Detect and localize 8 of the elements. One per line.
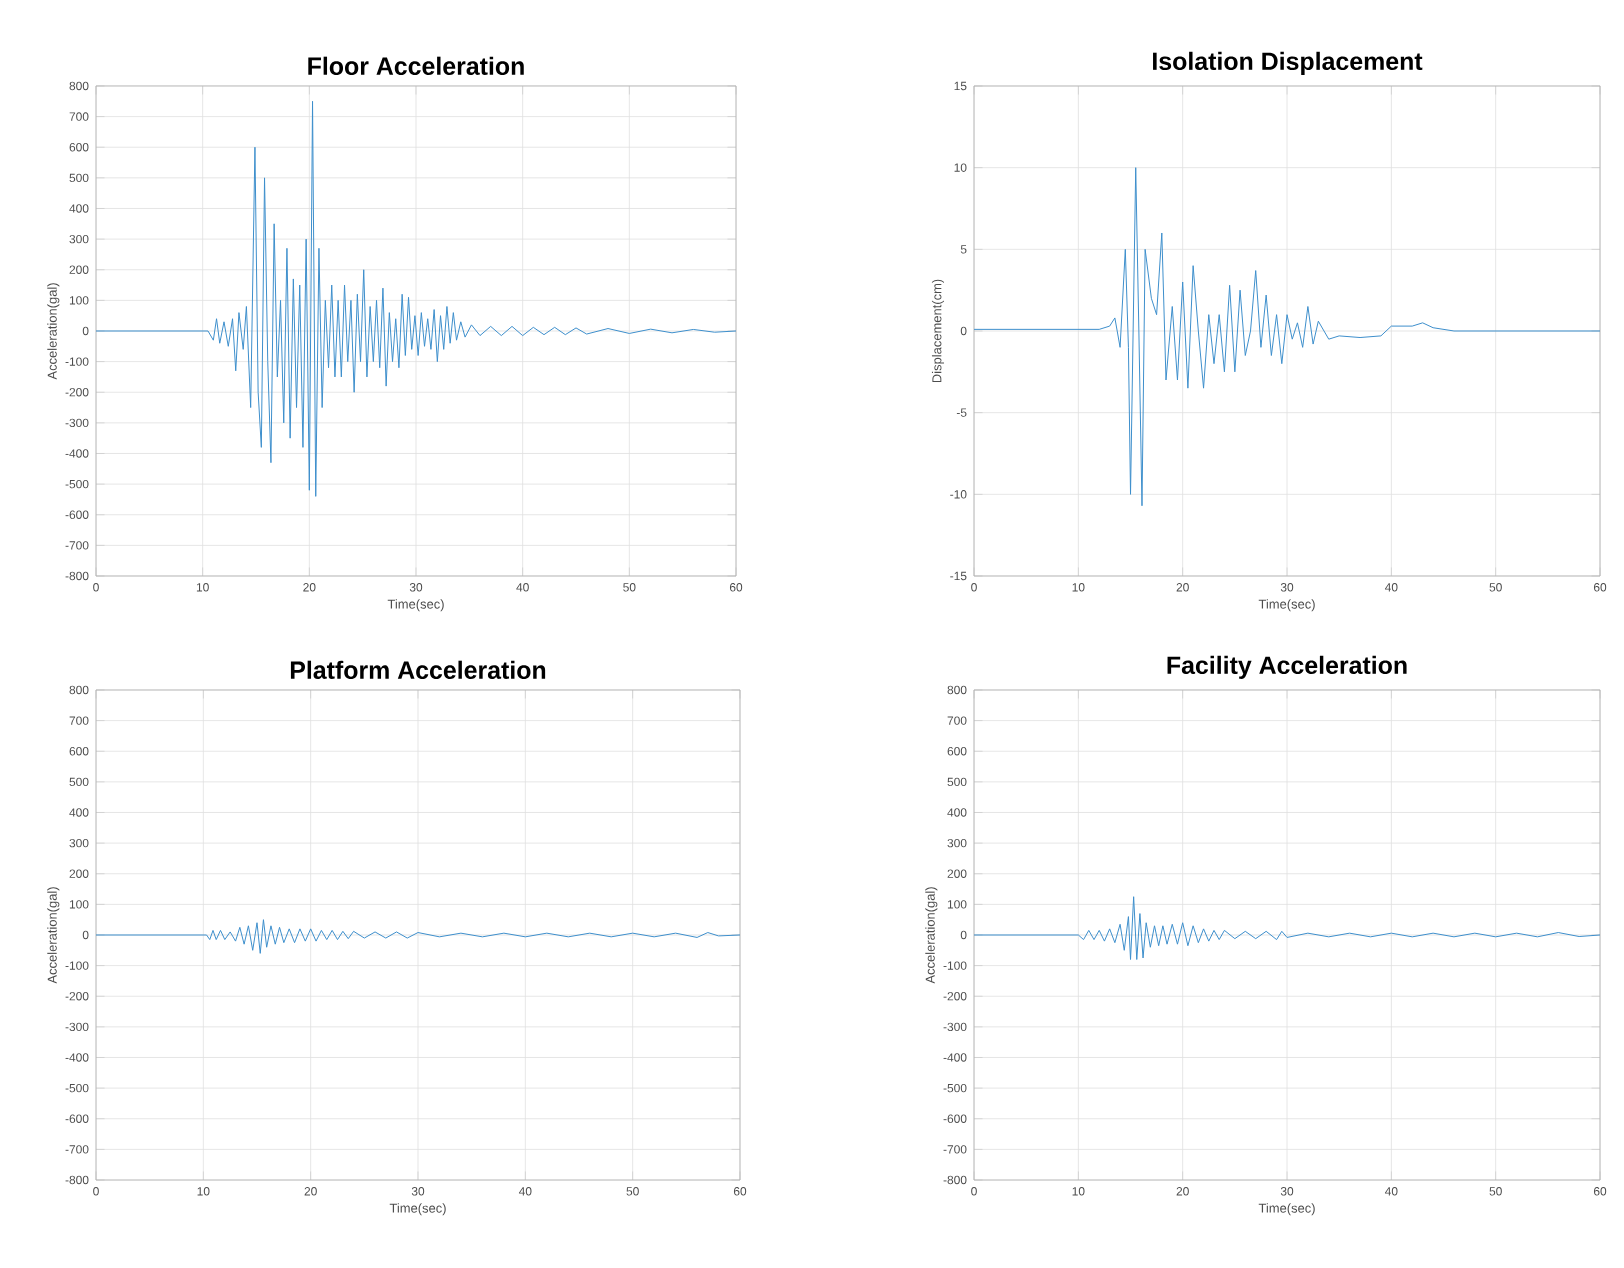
- chart-title: Floor Acceleration: [308, 56, 524, 75]
- line-series: [974, 167, 1601, 507]
- chart-title: Platform Acceleration: [290, 660, 546, 679]
- chart-title: Facility Acceleration: [1167, 655, 1407, 679]
- line-series: [96, 100, 736, 497]
- line-series: [974, 896, 1601, 960]
- chart-title: Isolation Displacement: [1153, 51, 1423, 75]
- line-series: [96, 919, 740, 954]
